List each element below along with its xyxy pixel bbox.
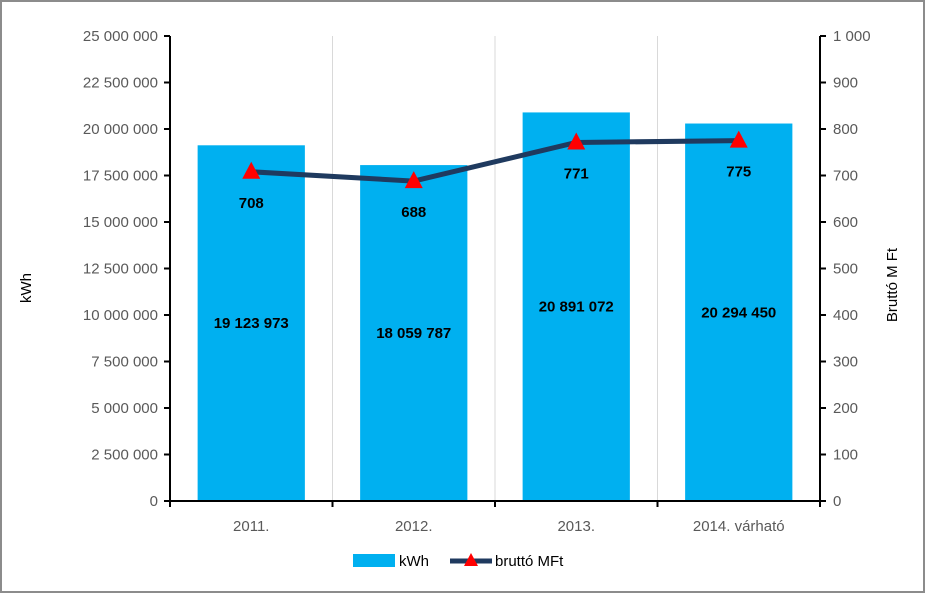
left-tick-label: 25 000 000: [83, 28, 158, 45]
right-axis-title: Bruttó M Ft: [884, 247, 901, 322]
bar-value-label: 18 059 787: [376, 325, 451, 342]
right-tick-label: 600: [833, 214, 858, 231]
right-axis-tick-labels: 0 100 200 300 400 500 600 700 800 900 1 000: [833, 28, 871, 510]
right-tick-label: 400: [833, 307, 858, 324]
line-value-label: 688: [401, 204, 426, 221]
line-value-label: 708: [239, 195, 264, 212]
x-tick-label: 2011.: [233, 518, 269, 535]
right-tick-label: 500: [833, 261, 858, 278]
bar-value-label: 20 891 072: [539, 299, 614, 316]
left-tick-label: 7 500 000: [91, 354, 158, 371]
left-tick-label: 15 000 000: [83, 214, 158, 231]
line-marker: [729, 130, 748, 148]
right-tick-label: 300: [833, 354, 858, 371]
right-tick-label: 100: [833, 447, 858, 464]
bar: [522, 112, 630, 502]
left-tick-label: 0: [150, 493, 158, 510]
right-tick-label: 900: [833, 75, 858, 92]
line-marker: [567, 132, 586, 150]
left-tick-label: 10 000 000: [83, 307, 158, 324]
line-marker: [242, 161, 261, 179]
bar: [360, 165, 468, 502]
right-tick-label: 800: [833, 121, 858, 138]
series-line: [248, 138, 742, 184]
left-axis-title: kWh: [18, 273, 35, 303]
x-tick-label: 2013.: [557, 518, 595, 535]
bar: [197, 145, 305, 501]
legend: kWh bruttó MFt: [353, 553, 564, 570]
left-tick-label: 20 000 000: [83, 121, 158, 138]
left-tick-label: 12 500 000: [83, 261, 158, 278]
bar-value-label: 19 123 973: [214, 315, 289, 332]
axes: [164, 35, 826, 507]
bar-value-labels: 19 123 973 18 059 787 20 891 072 20 294 450: [214, 299, 777, 342]
right-tick-label: 700: [833, 168, 858, 185]
line-value-label: 775: [726, 164, 751, 181]
line-marker: [404, 171, 423, 189]
line-series-brutto: [242, 130, 748, 189]
x-axis-tick-labels: 2011. 2012. 2013. 2014. várható: [233, 518, 785, 535]
left-tick-label: 17 500 000: [83, 168, 158, 185]
left-tick-label: 2 500 000: [91, 447, 158, 464]
right-tick-label: 1 000: [833, 28, 871, 45]
left-tick-label: 5 000 000: [91, 400, 158, 417]
left-axis-tick-labels: 0 2 500 000 5 000 000 7 500 000 10 000 000 12…: [83, 28, 158, 510]
legend-swatch-kwh: [353, 554, 395, 567]
right-tick-label: 0: [833, 493, 841, 510]
legend-label-brutto: bruttó MFt: [495, 553, 564, 570]
bar: [685, 123, 793, 502]
legend-label-kwh: kWh: [399, 553, 429, 570]
bar-series-kwh: [197, 112, 793, 502]
left-tick-label: 22 500 000: [83, 75, 158, 92]
right-tick-label: 200: [833, 400, 858, 417]
legend-marker-brutto: [464, 553, 478, 566]
x-tick-label: 2014. várható: [693, 518, 785, 535]
line-value-label: 771: [564, 165, 589, 182]
line-value-labels: 708 688 771 775: [239, 164, 752, 221]
bar-value-label: 20 294 450: [701, 304, 776, 321]
x-tick-label: 2012.: [395, 518, 433, 535]
